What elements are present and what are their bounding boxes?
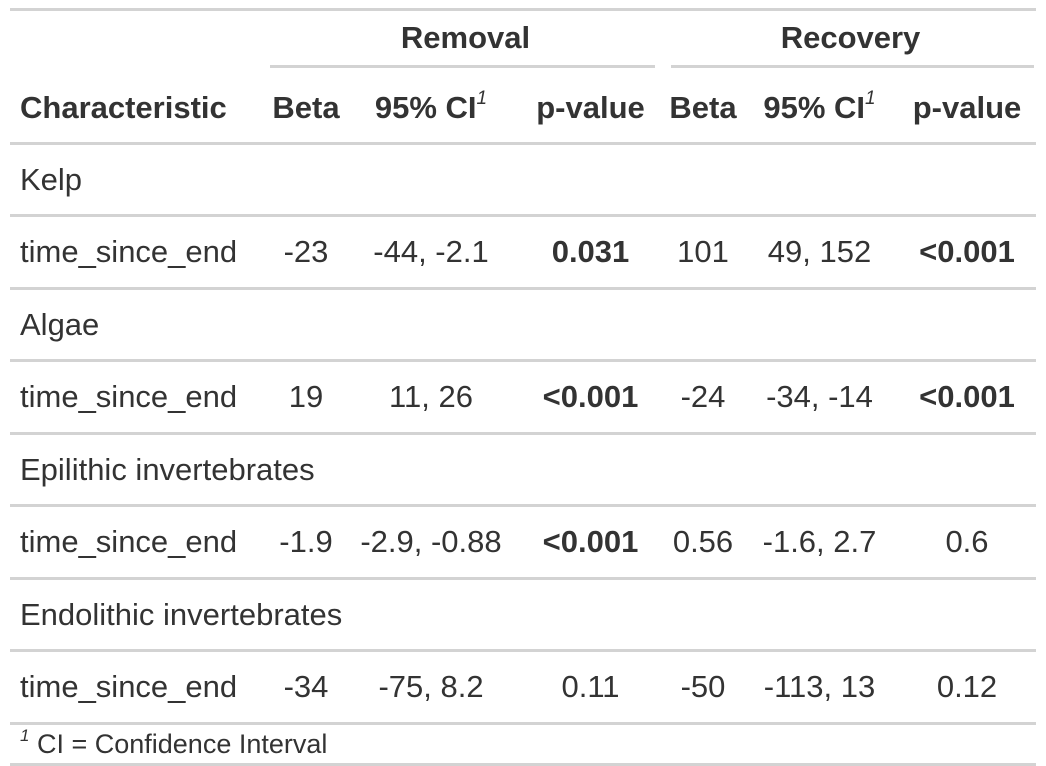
removal-pvalue-cell: <0.001 xyxy=(516,505,665,580)
group-label: Algae xyxy=(10,288,1036,362)
spanner-removal-rule xyxy=(270,64,655,68)
footnote-marker: 1 xyxy=(865,88,876,109)
footnote-mark: 1 xyxy=(20,725,30,745)
column-header-removal-pvalue: p-value xyxy=(516,74,665,145)
column-header-recovery-beta: Beta xyxy=(665,74,741,145)
recovery-beta-cell: 0.56 xyxy=(665,505,741,580)
recovery-ci-cell: -113, 13 xyxy=(741,650,898,725)
column-header-recovery-ci-label: 95% CI xyxy=(763,90,866,125)
spanner-recovery-rule xyxy=(671,64,1034,68)
column-header-removal-beta: Beta xyxy=(266,74,346,145)
column-header-removal-beta-label: Beta xyxy=(272,90,340,125)
removal-ci-cell: -75, 8.2 xyxy=(346,650,516,725)
row-label: time_since_end xyxy=(10,650,266,725)
removal-beta-cell: -1.9 xyxy=(266,505,346,580)
group-label: Kelp xyxy=(10,143,1036,217)
spanner-empty xyxy=(10,10,266,75)
group-label: Epilithic invertebrates xyxy=(10,433,1036,507)
group-row-epilithic-invertebrates: Epilithic invertebrates xyxy=(10,433,1036,507)
column-header-recovery-pvalue: p-value xyxy=(898,74,1036,145)
column-header-row: Characteristic Beta 95% CI1 p-value Beta… xyxy=(10,74,1036,145)
footnote-marker: 1 xyxy=(476,88,488,109)
removal-ci-cell: -44, -2.1 xyxy=(346,215,516,290)
recovery-ci-cell: -1.6, 2.7 xyxy=(741,505,898,580)
group-row-kelp: Kelp xyxy=(10,143,1036,217)
footnote-row: 1 CI = Confidence Interval xyxy=(10,723,1036,766)
removal-beta-cell: 19 xyxy=(266,360,346,435)
recovery-pvalue-cell: 0.6 xyxy=(898,505,1036,580)
table-row: time_since_end -23 -44, -2.1 0.031 101 4… xyxy=(10,215,1036,290)
group-row-endolithic-invertebrates: Endolithic invertebrates xyxy=(10,578,1036,652)
recovery-ci-cell: -34, -14 xyxy=(741,360,898,435)
removal-ci-cell: -2.9, -0.88 xyxy=(346,505,516,580)
spanner-removal: Removal xyxy=(266,10,665,75)
footnote-text: CI = Confidence Interval xyxy=(29,728,328,759)
removal-beta-cell: -23 xyxy=(266,215,346,290)
group-label: Endolithic invertebrates xyxy=(10,578,1036,652)
recovery-beta-cell: -24 xyxy=(665,360,741,435)
recovery-pvalue-cell: <0.001 xyxy=(898,360,1036,435)
removal-pvalue-cell: 0.031 xyxy=(516,215,665,290)
column-header-removal-ci: 95% CI1 xyxy=(346,74,516,145)
recovery-beta-cell: -50 xyxy=(665,650,741,725)
spanner-removal-label: Removal xyxy=(400,19,531,55)
column-header-characteristic: Characteristic xyxy=(10,74,266,145)
recovery-ci-cell: 49, 152 xyxy=(741,215,898,290)
spanner-header-row: Removal Recovery xyxy=(10,10,1036,75)
removal-pvalue-cell: <0.001 xyxy=(516,360,665,435)
column-header-recovery-beta-label: Beta xyxy=(669,90,737,125)
removal-pvalue-cell: 0.11 xyxy=(516,650,665,725)
removal-beta-cell: -34 xyxy=(266,650,346,725)
table-row: time_since_end 19 11, 26 <0.001 -24 -34,… xyxy=(10,360,1036,435)
group-row-algae: Algae xyxy=(10,288,1036,362)
column-header-removal-pvalue-label: p-value xyxy=(536,90,645,125)
removal-ci-cell: 11, 26 xyxy=(346,360,516,435)
table-row: time_since_end -1.9 -2.9, -0.88 <0.001 0… xyxy=(10,505,1036,580)
row-label: time_since_end xyxy=(10,360,266,435)
recovery-pvalue-cell: 0.12 xyxy=(898,650,1036,725)
column-header-recovery-pvalue-label: p-value xyxy=(912,90,1022,125)
recovery-pvalue-cell: <0.001 xyxy=(898,215,1036,290)
row-label: time_since_end xyxy=(10,215,266,290)
recovery-beta-cell: 101 xyxy=(665,215,741,290)
footnote: 1 CI = Confidence Interval xyxy=(10,723,1036,766)
table-row: time_since_end -34 -75, 8.2 0.11 -50 -11… xyxy=(10,650,1036,725)
row-label: time_since_end xyxy=(10,505,266,580)
spanner-recovery-label: Recovery xyxy=(780,19,921,55)
regression-table: Removal Recovery Characteristic Beta 95%… xyxy=(10,8,1036,766)
column-header-characteristic-label: Characteristic xyxy=(20,90,227,125)
spanner-recovery: Recovery xyxy=(665,10,1036,75)
column-header-removal-ci-label: 95% CI xyxy=(374,90,477,125)
column-header-recovery-ci: 95% CI1 xyxy=(741,74,898,145)
